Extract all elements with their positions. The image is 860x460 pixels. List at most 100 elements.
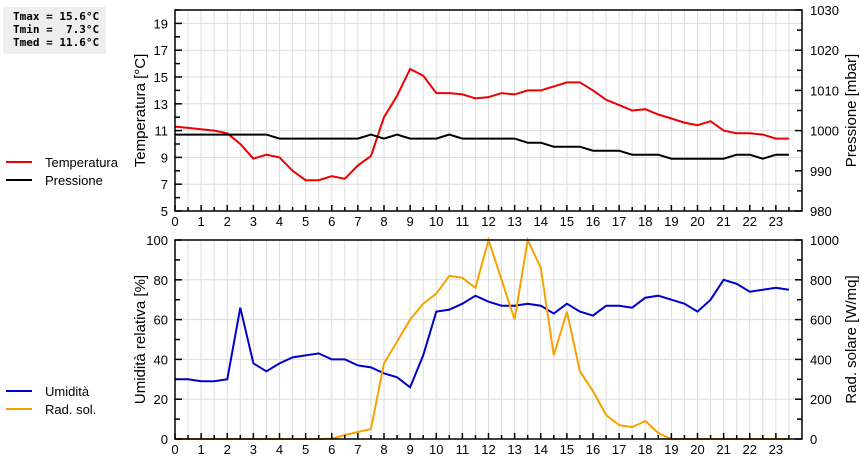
- x-tick-label: 9: [407, 442, 414, 457]
- y-tick-label: 0: [161, 432, 168, 447]
- x-tick-label: 6: [328, 214, 335, 229]
- x-tick-label: 0: [171, 442, 178, 457]
- y2-tick-label: 990: [810, 164, 832, 179]
- x-tick-label: 16: [586, 214, 600, 229]
- series-line-pressione: [175, 133, 789, 160]
- y2-tick-label: 1020: [810, 43, 839, 58]
- x-tick-label: 17: [612, 214, 626, 229]
- y2-tick-label: 1030: [810, 3, 839, 18]
- x-tick-label: 14: [534, 214, 548, 229]
- x-tick-label: 14: [534, 442, 548, 457]
- x-tick-label: 4: [276, 442, 283, 457]
- y2-tick-label: 980: [810, 204, 832, 219]
- x-tick-label: 4: [276, 214, 283, 229]
- y2-tick-label: 400: [810, 352, 832, 367]
- x-tick-label: 10: [429, 442, 443, 457]
- legend-top: Temperatura Pressione: [6, 153, 118, 189]
- x-tick-label: 9: [407, 214, 414, 229]
- x-tick-label: 18: [638, 442, 652, 457]
- legend-label: Umidità: [45, 383, 90, 399]
- x-tick-label: 15: [560, 442, 574, 457]
- x-tick-label: 15: [560, 214, 574, 229]
- series-line-temperatura: [174, 67, 789, 182]
- y-axis-label: Umidità relativa [%]: [132, 275, 149, 404]
- series-line-rad-sol-: [175, 236, 789, 440]
- x-tick-label: 1: [198, 442, 205, 457]
- x-tick-label: 19: [664, 442, 678, 457]
- legend-label: Pressione: [45, 172, 103, 188]
- x-tick-label: 0: [171, 214, 178, 229]
- legend-label: Rad. sol.: [45, 401, 97, 417]
- x-tick-label: 12: [481, 442, 495, 457]
- x-tick-label: 23: [769, 442, 783, 457]
- x-tick-label: 5: [302, 214, 309, 229]
- x-tick-label: 12: [481, 214, 495, 229]
- x-tick-label: 20: [690, 214, 704, 229]
- x-tick-label: 19: [664, 214, 678, 229]
- series-line-umidit-: [175, 278, 790, 389]
- y2-tick-label: 800: [810, 273, 832, 288]
- tmin-text: Tmin = 7.3°C: [13, 23, 100, 36]
- radiation-swatch-icon: [6, 408, 32, 410]
- y-tick-label: 80: [154, 273, 168, 288]
- y-tick-label: 11: [155, 124, 169, 139]
- x-tick-label: 2: [224, 442, 231, 457]
- x-tick-label: 13: [507, 214, 521, 229]
- y-tick-label: 40: [154, 352, 168, 367]
- x-tick-label: 7: [354, 214, 361, 229]
- x-tick-label: 11: [456, 442, 470, 457]
- legend-item-temperatura: Temperatura: [6, 153, 118, 171]
- x-tick-label: 1: [198, 214, 205, 229]
- x-tick-label: 11: [456, 214, 470, 229]
- y-tick-label: 60: [154, 313, 168, 328]
- x-tick-label: 21: [716, 442, 730, 457]
- x-tick-label: 3: [250, 442, 257, 457]
- y2-tick-label: 1010: [810, 83, 839, 98]
- y-axis-label: Temperatura [°C]: [132, 54, 149, 168]
- y2-tick-label: 1000: [810, 233, 839, 248]
- y-tick-label: 100: [146, 233, 168, 248]
- legend-item-radiazione: Rad. sol.: [6, 400, 96, 418]
- legend-bottom: Umidità Rad. sol.: [6, 382, 96, 418]
- x-tick-label: 8: [380, 214, 387, 229]
- tmax-text: Tmax = 15.6°C: [13, 10, 100, 23]
- y-tick-label: 17: [154, 43, 168, 58]
- legend-item-pressione: Pressione: [6, 171, 118, 189]
- humidity-radiation-chart: 0 1 2 3 4 5 6 7 8 9 10 11 12 13 14 15 16 17 18 19 20 21 22 2302…: [132, 233, 860, 457]
- y-tick-label: 7: [161, 177, 168, 192]
- tmed-text: Tmed = 11.6°C: [13, 36, 100, 49]
- temperature-pressure-chart: 0 1 2 3 4 5 6 7 8 9 10 11 12 13 14 15 16 17 18 19 20 21 22 2357…: [132, 3, 860, 229]
- y2-axis-label: Rad. solare [W/mq]: [843, 275, 860, 403]
- x-tick-label: 5: [302, 442, 309, 457]
- x-tick-label: 10: [429, 214, 443, 229]
- legend-label: Temperatura: [45, 154, 118, 170]
- x-tick-label: 20: [690, 442, 704, 457]
- x-tick-label: 17: [612, 442, 626, 457]
- x-tick-label: 21: [716, 214, 730, 229]
- x-tick-label: 23: [769, 214, 783, 229]
- temperature-stats-box: Tmax = 15.6°C Tmin = 7.3°C Tmed = 11.6°C: [3, 7, 106, 54]
- y-tick-label: 20: [154, 392, 168, 407]
- x-tick-label: 22: [743, 214, 757, 229]
- x-tick-label: 18: [638, 214, 652, 229]
- x-tick-label: 8: [380, 442, 387, 457]
- x-tick-label: 2: [224, 214, 231, 229]
- y2-tick-label: 1000: [810, 124, 839, 139]
- pressure-swatch-icon: [6, 179, 32, 181]
- x-tick-label: 16: [586, 442, 600, 457]
- x-tick-label: 3: [250, 214, 257, 229]
- y-tick-label: 15: [154, 70, 168, 85]
- x-tick-label: 13: [507, 442, 521, 457]
- x-tick-label: 7: [354, 442, 361, 457]
- y2-axis-label: Pressione [mbar]: [843, 54, 860, 167]
- temperature-swatch-icon: [6, 161, 32, 163]
- y-tick-label: 13: [154, 97, 168, 112]
- legend-item-umidita: Umidità: [6, 382, 96, 400]
- y2-tick-label: 0: [810, 432, 817, 447]
- x-tick-label: 22: [743, 442, 757, 457]
- y-tick-label: 9: [161, 150, 168, 165]
- x-tick-label: 6: [328, 442, 335, 457]
- humidity-swatch-icon: [6, 390, 32, 392]
- y-tick-label: 5: [161, 204, 168, 219]
